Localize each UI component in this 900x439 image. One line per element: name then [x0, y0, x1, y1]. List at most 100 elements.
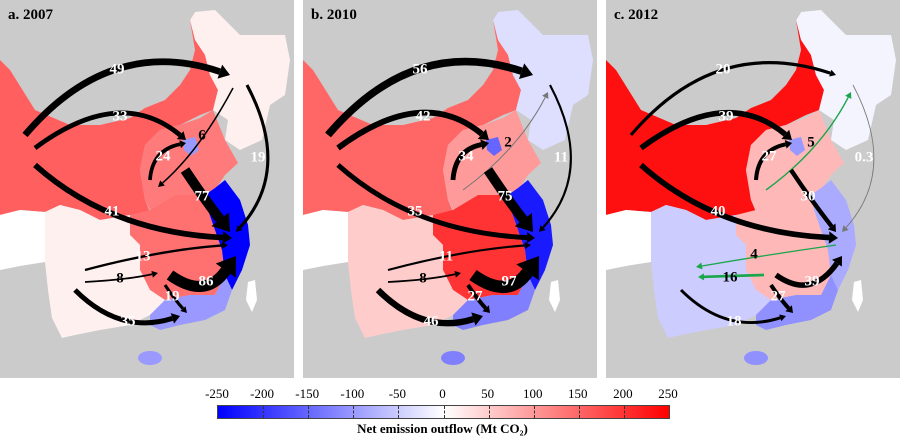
flow-arrowhead-sw-cs — [151, 270, 158, 278]
flow-label: 27 — [762, 148, 778, 164]
flow-arrowhead-nw-east — [222, 231, 232, 244]
flow-label: 40 — [711, 203, 726, 219]
colorbar — [217, 405, 670, 419]
colorbar-tick: 250 — [658, 386, 678, 401]
flow-arrow-nw-east — [336, 163, 528, 241]
flow-arrow-nw-east — [33, 162, 224, 241]
flow-map: 49 33 41 24 6 19 77 13 8 86 19 35 — [0, 10, 290, 365]
flow-arrowhead-cs-east — [516, 256, 539, 281]
flow-arrowhead-cs-sc — [785, 305, 793, 313]
flow-arrowhead-cs-east — [832, 256, 842, 267]
flow-arrow-sw-east — [387, 244, 526, 272]
flow-arrowhead-sw-sc — [170, 313, 180, 324]
flow-arrow-central-bj — [148, 142, 181, 181]
colorbar-tick-labels: -250 -200 -150 -100 -50 0 50 100 150 200… — [205, 386, 678, 402]
flow-label: 27 — [771, 288, 787, 304]
region-south-coast — [756, 275, 838, 330]
flow-label: 42 — [416, 108, 431, 124]
flow-label: 35 — [408, 203, 423, 219]
flow-label: 97 — [502, 273, 518, 289]
flow-label: 34 — [459, 148, 475, 164]
flow-label: 27 — [468, 288, 484, 304]
flow-arrowhead-east-sw — [696, 262, 703, 270]
flow-label: 16 — [723, 269, 739, 285]
colorbar-tick: 150 — [568, 386, 588, 401]
flow-arrowhead-cs-sw — [698, 273, 705, 281]
region-northeast — [796, 10, 896, 150]
flow-label: 39 — [805, 273, 820, 289]
flow-label: 8 — [419, 270, 427, 286]
flow-label: 86 — [199, 273, 215, 289]
colorbar-tick: -250 — [205, 386, 229, 401]
flow-arrowhead-ne-east — [842, 225, 849, 232]
colorbar-tick: -150 — [295, 386, 320, 401]
flow-arrowhead-cs-sc — [482, 305, 490, 313]
map-panel-2012: c. 2012 20 39 40 27 5 0.3 30 4 16 39 27 18 — [606, 0, 900, 378]
flow-arrow-sw-cs — [84, 273, 153, 283]
colorbar-tick-mark — [353, 406, 355, 418]
flow-map: 20 39 40 27 5 0.3 30 4 16 39 27 18 — [606, 10, 896, 365]
colorbar-tick: -50 — [388, 386, 407, 401]
panel-title: c. 2012 — [614, 7, 659, 23]
flow-arrow-cs-sc — [163, 284, 185, 310]
flow-label: 24 — [156, 148, 172, 164]
flow-label: 49 — [110, 61, 125, 77]
flow-arrowhead-north-east — [514, 213, 533, 232]
flow-label: 46 — [424, 313, 440, 329]
region-southwest — [348, 205, 468, 338]
flow-arrow-nw-ne — [629, 61, 831, 137]
flow-label: 75 — [498, 188, 513, 204]
panel-title: b. 2010 — [311, 7, 357, 23]
flow-arrowhead-sw-sc — [779, 314, 786, 322]
flow-arrow-ne-central — [161, 87, 234, 184]
flow-arrowhead-central-ne — [845, 92, 852, 99]
region-taiwan — [246, 280, 257, 312]
flow-arrowhead-central-ne — [542, 92, 549, 99]
region-hainan — [138, 351, 162, 365]
flow-arrow-sw-sc — [375, 287, 475, 327]
region-beijing — [486, 137, 502, 156]
flow-label: 20 — [716, 61, 731, 77]
colorbar-tick-mark — [578, 406, 580, 418]
flow-arrowhead-ne-east — [236, 225, 243, 232]
flow-arrowhead-ne-central — [158, 180, 165, 187]
flow-label: 19 — [165, 288, 180, 304]
flow-arrowhead-cs-east — [215, 256, 236, 278]
region-beijing — [183, 137, 199, 156]
flow-arrow-cs-sc — [769, 283, 791, 310]
region-beijing — [789, 137, 805, 156]
flow-arrow-cs-east — [166, 267, 231, 293]
flow-arrow-sw-sc — [73, 288, 174, 326]
flow-arrowhead-nw-east — [828, 231, 838, 244]
flow-arrow-sw-east — [84, 244, 223, 272]
region-north-central — [443, 110, 541, 210]
colorbar-tick-mark — [398, 406, 400, 418]
colorbar-tick: 0 — [439, 386, 446, 401]
region-taiwan — [852, 280, 863, 312]
flow-arrow-nw-ne — [22, 58, 221, 138]
flow-arrowhead-north-east — [211, 212, 230, 232]
flow-arrow-north-east — [180, 167, 225, 223]
flow-arrow-cs-sw — [703, 273, 765, 279]
flow-arrow-north-east — [483, 167, 528, 223]
flow-arrow-sw-sc — [679, 288, 781, 325]
colorbar-tick-mark — [263, 406, 265, 418]
flow-arrowhead-central-bj — [480, 139, 489, 150]
flow-arrow-nw-bj — [336, 109, 484, 151]
flow-arrowhead-nw-bj — [477, 129, 489, 140]
colorbar-tick-mark — [623, 406, 625, 418]
region-northeast — [493, 10, 593, 150]
map-panel-2010: b. 2010 56 42 35 34 2 11 75 11 8 97 27 46 — [303, 0, 597, 378]
flow-arrowhead-central-bj — [179, 140, 186, 149]
flow-label: 4 — [750, 246, 758, 262]
flow-arrow-nw-bj — [33, 110, 182, 150]
colorbar-tick: -100 — [340, 386, 365, 401]
flow-arrow-nw-ne — [325, 57, 523, 138]
flow-arrowhead-nw-bj — [176, 131, 186, 140]
colorbar-title: Net emission outflow (Mt CO₂) — [357, 421, 528, 436]
region-central — [736, 195, 831, 300]
flow-arrowhead-sw-sc — [471, 312, 483, 326]
flow-arrow-central-ne — [462, 97, 546, 191]
flow-label: 0.3 — [855, 149, 874, 165]
region-southwest — [651, 205, 771, 338]
